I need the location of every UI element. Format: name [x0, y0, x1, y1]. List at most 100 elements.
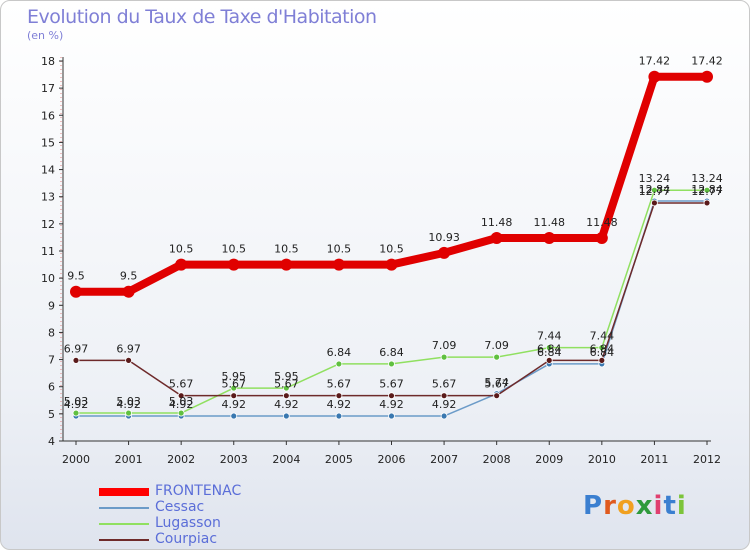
data-label-cessac: 4.92: [169, 398, 194, 411]
data-point-lugasson: [598, 344, 606, 352]
data-point-frontenac: [490, 231, 503, 244]
logo-letter: i: [676, 491, 687, 521]
data-point-cessac: [440, 412, 448, 420]
y-tick-label: 18: [41, 55, 55, 68]
data-label-lugasson: 7.09: [432, 339, 457, 352]
data-point-courpiac: [125, 356, 132, 364]
data-label-cessac: 4.92: [222, 398, 247, 411]
data-label-frontenac: 17.42: [639, 55, 671, 68]
data-point-lugasson: [651, 186, 658, 194]
y-tick-label: 13: [41, 191, 55, 204]
data-label-lugasson: 5.03: [116, 395, 141, 408]
data-label-cessac: 12.84: [639, 183, 671, 196]
data-label-frontenac: 17.42: [691, 55, 723, 68]
data-label-frontenac: 9.5: [120, 270, 138, 283]
legend-swatch: [99, 523, 149, 525]
data-label-cessac: 4.92: [64, 398, 89, 411]
x-tick-label: 2007: [430, 453, 458, 466]
data-point-courpiac: [230, 392, 238, 400]
data-point-cessac: [335, 412, 343, 420]
data-label-frontenac: 10.5: [274, 243, 299, 256]
chart-subtitle: (en %): [27, 29, 64, 42]
data-label-courpiac: 6.97: [116, 342, 141, 355]
data-label-courpiac: 5.67: [222, 378, 247, 391]
data-point-courpiac: [440, 392, 448, 400]
data-label-courpiac: 12.77: [639, 185, 671, 198]
x-tick-label: 2004: [272, 453, 300, 466]
data-label-frontenac: 11.48: [481, 216, 513, 229]
data-label-lugasson: 7.09: [484, 339, 509, 352]
legend-swatch: [99, 539, 149, 541]
data-label-lugasson: 5.95: [274, 370, 299, 383]
data-point-cessac: [388, 412, 395, 420]
data-label-cessac: 4.92: [327, 398, 352, 411]
data-point-frontenac: [227, 258, 240, 271]
data-label-courpiac: 6.84: [537, 342, 562, 355]
legend-label: Cessac: [155, 499, 205, 515]
data-point-courpiac: [335, 392, 343, 400]
data-label-cessac: 4.92: [379, 398, 404, 411]
data-label-lugasson: 6.84: [379, 346, 404, 359]
data-label-cessac: 4.92: [432, 398, 457, 411]
x-tick-label: 2002: [167, 453, 195, 466]
logo-letter: o: [616, 491, 636, 521]
data-label-lugasson: 7.44: [537, 330, 562, 343]
y-tick-label: 14: [41, 164, 55, 177]
data-label-courpiac: 5.67: [169, 378, 194, 391]
data-label-lugasson: 7.44: [590, 330, 615, 343]
data-label-courpiac: 5.67: [327, 378, 352, 391]
logo-letter: i: [653, 491, 664, 521]
data-label-lugasson: 13.24: [691, 172, 723, 185]
data-point-lugasson: [282, 384, 290, 392]
x-tick-label: 2010: [588, 453, 616, 466]
data-label-courpiac: 5.67: [484, 378, 509, 391]
data-label-cessac: 6.84: [590, 346, 615, 359]
y-tick-label: 8: [48, 326, 55, 339]
x-tick-label: 2011: [640, 453, 668, 466]
legend-label: Courpiac: [155, 531, 218, 547]
data-label-frontenac: 10.5: [379, 243, 404, 256]
data-label-frontenac: 10.5: [327, 243, 352, 256]
legend-swatch: [99, 507, 149, 509]
y-tick-label: 4: [48, 435, 55, 448]
logo-letter: t: [663, 491, 677, 521]
y-tick-label: 10: [41, 272, 55, 285]
data-label-lugasson: 5.03: [169, 395, 194, 408]
data-label-courpiac: 5.67: [379, 378, 404, 391]
data-label-frontenac: 10.5: [169, 243, 194, 256]
data-label-cessac: 6.84: [537, 346, 562, 359]
data-label-cessac: 4.92: [274, 398, 299, 411]
y-tick-label: 12: [41, 218, 55, 231]
data-point-cessac: [230, 412, 238, 420]
data-label-lugasson: 5.95: [222, 370, 247, 383]
data-label-lugasson: 5.03: [64, 395, 89, 408]
data-point-frontenac: [543, 231, 556, 244]
legend-swatch: [99, 488, 149, 496]
data-label-cessac: 5.74: [484, 376, 509, 389]
data-point-lugasson: [493, 353, 501, 361]
legend-label: Lugasson: [155, 515, 221, 531]
y-tick-label: 15: [41, 136, 55, 149]
x-tick-label: 2009: [535, 453, 563, 466]
data-point-cessac: [282, 412, 290, 420]
data-point-frontenac: [70, 285, 82, 298]
data-point-courpiac: [545, 356, 553, 364]
data-point-lugasson: [335, 360, 343, 368]
axes: 4 5 6 7 8 9 10 11 12 13 14 15 16 17 18 2000 2001 2002 2003…: [41, 55, 721, 466]
y-tick-label: 17: [41, 82, 55, 95]
data-label-frontenac: 10.93: [428, 231, 460, 244]
data-point-lugasson: [72, 409, 80, 417]
data-label-courpiac: 5.67: [274, 378, 299, 391]
data-point-courpiac: [72, 356, 80, 364]
data-point-frontenac: [280, 258, 293, 271]
data-label-lugasson: 13.24: [639, 172, 671, 185]
data-labels: 4.92 4.92 4.92 4.92 4.92 4.92 4.92 4.92 5.74 6.84…: [64, 55, 723, 411]
data-point-courpiac: [598, 356, 606, 364]
data-point-lugasson: [440, 353, 448, 361]
data-label-cessac: 12.84: [691, 183, 723, 196]
data-point-frontenac: [595, 231, 608, 244]
legend-label: FRONTENAC: [155, 483, 242, 499]
x-tick-label: 2012: [693, 453, 721, 466]
